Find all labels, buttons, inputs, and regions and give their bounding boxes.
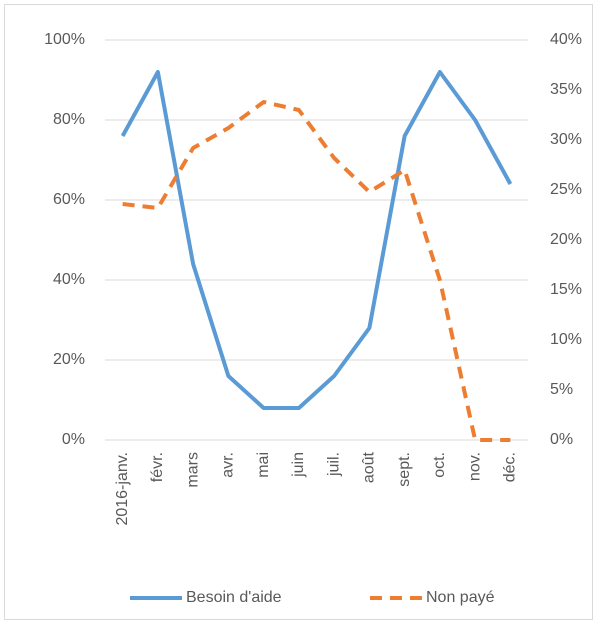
y2-tick-label: 30%	[550, 131, 582, 148]
y2-tick-label: 0%	[550, 431, 573, 448]
y2-tick-label: 25%	[550, 181, 582, 198]
y2-tick-label: 15%	[550, 281, 582, 298]
x-tick-label: août	[361, 451, 378, 483]
y2-tick-label: 20%	[550, 231, 582, 248]
x-tick-label: mai	[255, 452, 272, 478]
x-tick-label: 2016-janv.	[114, 452, 131, 526]
y-tick-label: 40%	[53, 271, 85, 288]
y-tick-label: 0%	[62, 431, 85, 448]
legend-label: Non payé	[426, 589, 495, 606]
x-tick-label: juil.	[325, 452, 342, 477]
y2-tick-label: 40%	[550, 31, 582, 48]
x-tick-label: déc.	[502, 452, 519, 482]
chart-frame	[4, 4, 593, 620]
y-tick-label: 80%	[53, 111, 85, 128]
y-tick-label: 20%	[53, 351, 85, 368]
series-line	[120, 70, 513, 410]
x-tick-label: sept.	[396, 452, 413, 487]
y-tick-label: 100%	[44, 31, 85, 48]
x-tick-label: nov.	[466, 452, 483, 481]
y-tick-label: 60%	[53, 191, 85, 208]
y2-tick-label: 35%	[550, 81, 582, 98]
x-tick-label: avr.	[220, 452, 237, 478]
x-tick-label: mars	[184, 452, 201, 488]
y2-tick-label: 10%	[550, 331, 582, 348]
y2-tick-label: 5%	[550, 381, 573, 398]
legend-label: Besoin d'aide	[186, 589, 282, 606]
x-tick-label: juin	[290, 452, 307, 478]
x-tick-label: févr.	[149, 452, 166, 482]
x-tick-label: oct.	[431, 452, 448, 478]
